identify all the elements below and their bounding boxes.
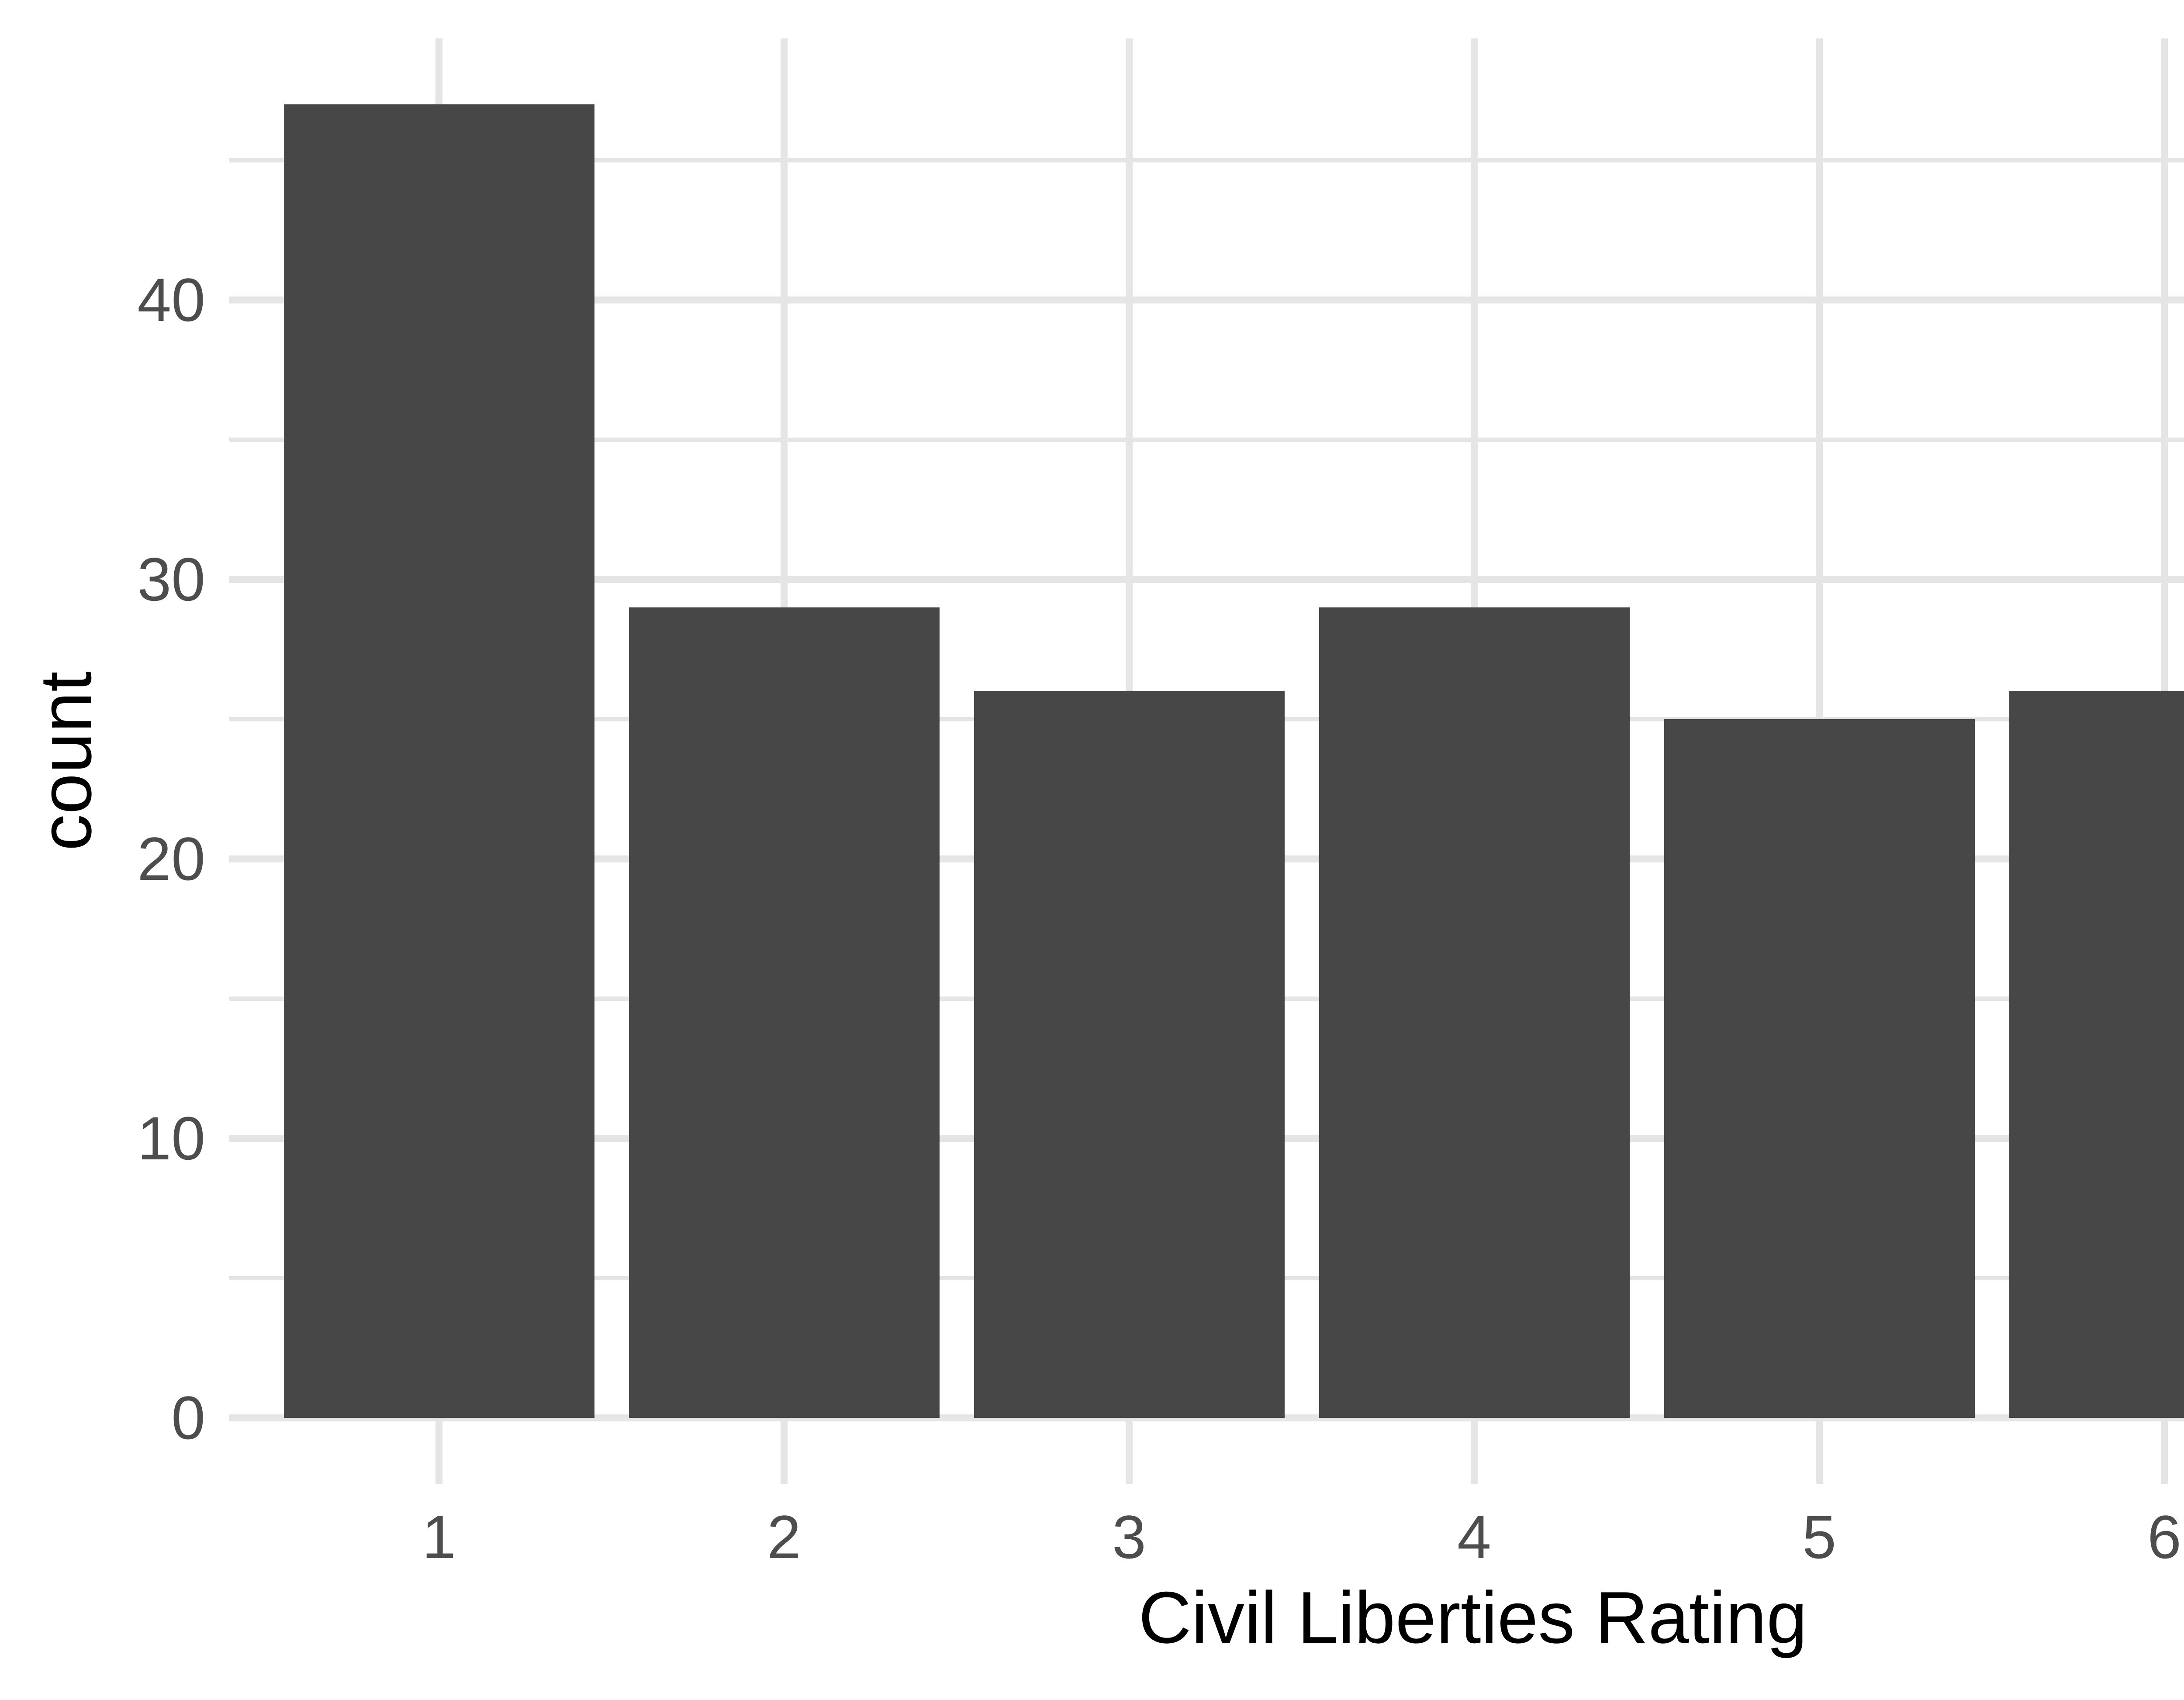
y-tick-label: 10 — [137, 1104, 205, 1172]
bar-category-4 — [1319, 607, 1630, 1418]
x-tick-label: 5 — [1802, 1503, 1836, 1571]
bar-category-3 — [974, 691, 1285, 1418]
horizontal-major-gridline — [229, 297, 2184, 303]
horizontal-minor-gridline — [229, 438, 2184, 442]
y-tick-label: 0 — [171, 1383, 205, 1452]
horizontal-minor-gridline — [229, 158, 2184, 162]
x-axis-title: Civil Liberties Rating — [1138, 1576, 1807, 1659]
x-tick-label: 6 — [2147, 1503, 2181, 1571]
bar-category-6 — [2009, 691, 2184, 1418]
y-tick-label: 20 — [137, 824, 205, 893]
bar-category-1 — [283, 104, 594, 1418]
y-tick-label: 40 — [137, 266, 205, 334]
bar-category-5 — [1664, 719, 1975, 1418]
horizontal-major-gridline — [229, 576, 2184, 583]
x-tick-label: 1 — [422, 1503, 456, 1571]
x-tick-label: 4 — [1457, 1503, 1491, 1571]
x-tick-label: 3 — [1112, 1503, 1146, 1571]
bar-category-2 — [629, 607, 940, 1418]
x-tick-label: 2 — [767, 1503, 801, 1571]
y-tick-label: 30 — [137, 545, 205, 614]
plot-panel — [229, 38, 2184, 1484]
